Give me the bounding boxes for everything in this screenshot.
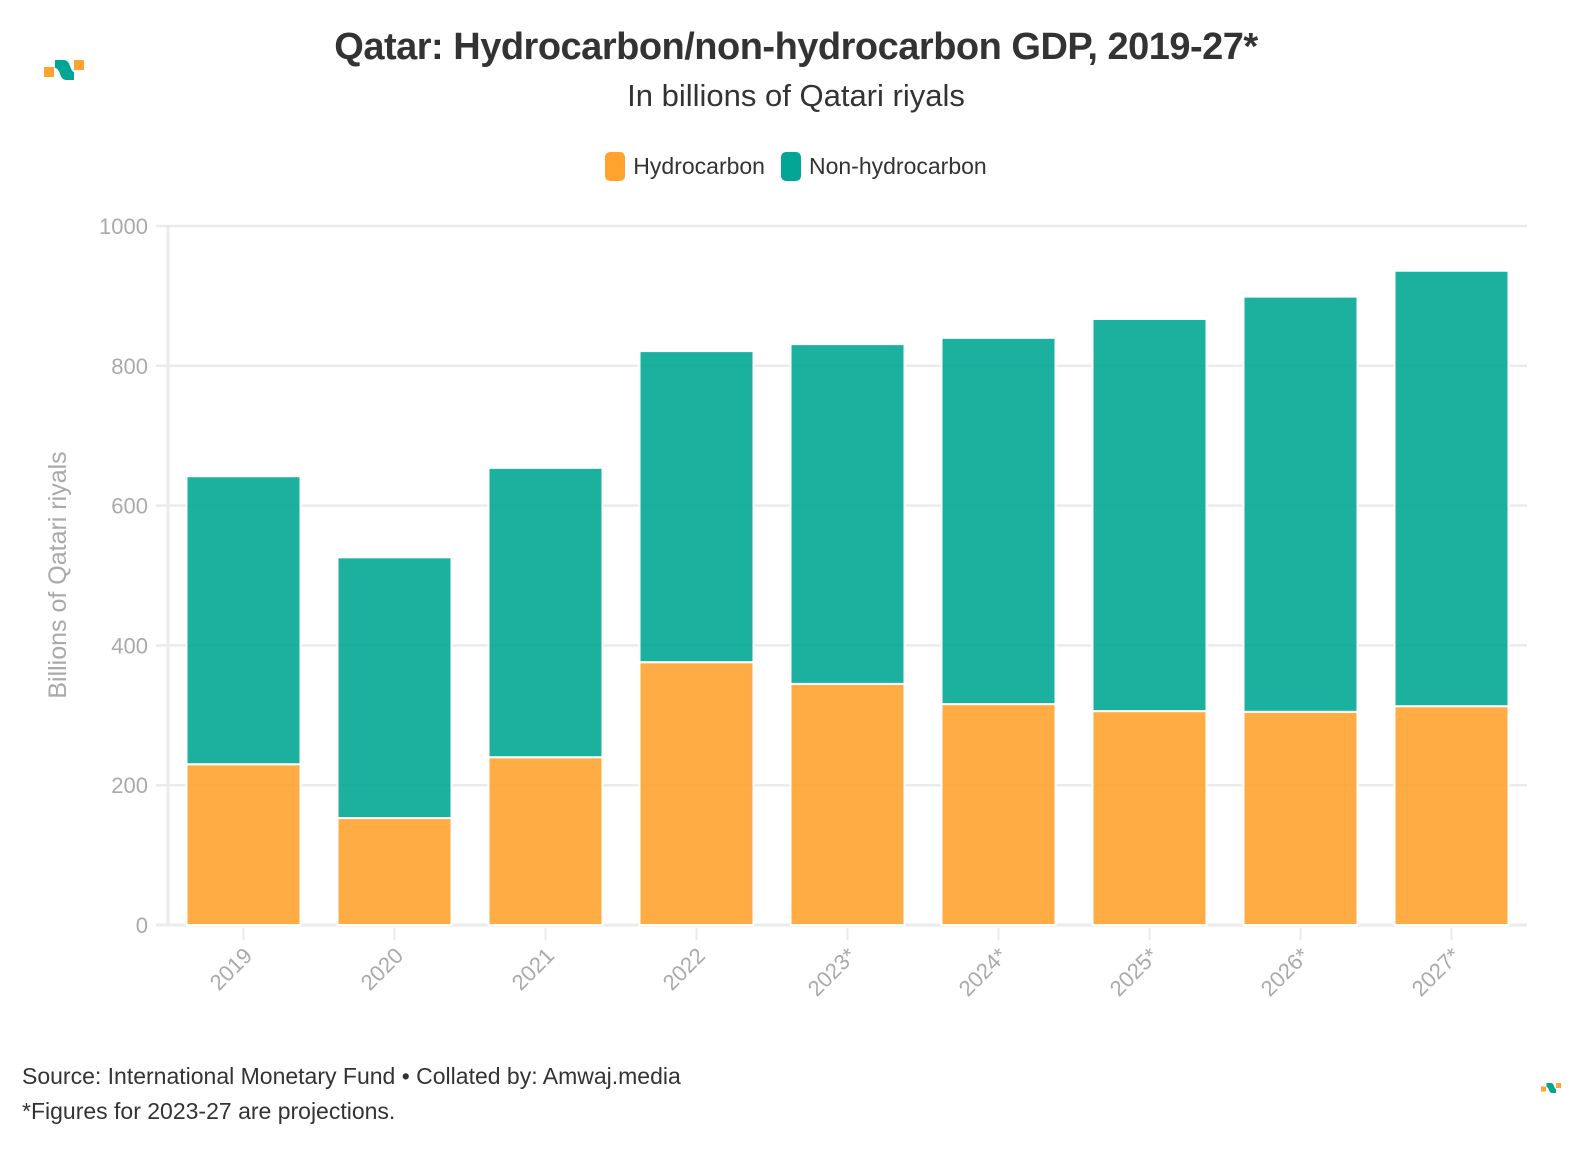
y-axis-title: Billions of Qatari riyals (44, 451, 72, 698)
x-tick-label: 2025* (1105, 943, 1164, 1002)
bar-non-hydrocarbon-2023[interactable] (789, 343, 906, 685)
y-tick-label: 0 (136, 913, 148, 938)
x-tick-label: 2026* (1256, 943, 1315, 1002)
bar-non-hydrocarbon-2026[interactable] (1242, 295, 1359, 713)
x-tick-label: 2019 (205, 943, 257, 995)
bar-hydrocarbon-2021[interactable] (487, 756, 604, 926)
bar-non-hydrocarbon-2027[interactable] (1393, 269, 1510, 708)
x-tick-label: 2021 (507, 943, 559, 995)
bar-hydrocarbon-2019[interactable] (185, 763, 302, 926)
x-tick-label: 2024* (954, 943, 1013, 1002)
legend-swatch-non-hydrocarbon (780, 152, 801, 181)
y-tick-label: 200 (111, 773, 148, 798)
bar-non-hydrocarbon-2022[interactable] (638, 350, 755, 664)
x-tick-label: 2027* (1407, 943, 1466, 1002)
legend: Hydrocarbon Non-hydrocarbon (0, 152, 1592, 181)
bar-hydrocarbon-2023[interactable] (789, 682, 906, 926)
legend-item-hydrocarbon[interactable]: Hydrocarbon (605, 152, 765, 181)
bar-hydrocarbon-2024[interactable] (940, 703, 1057, 927)
x-axis-ticks: 2019 2020 2021 2022 2023* 2024* 2025* 2026* 2027… (205, 928, 1466, 1002)
y-tick-label: 800 (111, 354, 148, 379)
x-tick-label: 2020 (356, 943, 408, 995)
x-tick-label: 2022 (658, 943, 710, 995)
chart-title: Qatar: Hydrocarbon/non-hydrocarbon GDP, … (334, 26, 1258, 68)
y-tick-label: 400 (111, 633, 148, 658)
bar-non-hydrocarbon-2024[interactable] (940, 336, 1057, 706)
legend-label-non-hydrocarbon: Non-hydrocarbon (808, 153, 987, 179)
x-tick-label: 2023* (803, 943, 862, 1002)
bar-hydrocarbon-2020[interactable] (336, 817, 453, 926)
bar-hydrocarbon-2026[interactable] (1242, 710, 1359, 926)
bar-hydrocarbon-2022[interactable] (638, 661, 755, 927)
legend-swatch-hydrocarbon (605, 152, 626, 181)
bar-non-hydrocarbon-2019[interactable] (185, 475, 302, 766)
legend-label-hydrocarbon: Hydrocarbon (633, 153, 765, 179)
bar-hydrocarbon-2027[interactable] (1393, 705, 1510, 927)
amwaj-logo-icon-small (1541, 1083, 1561, 1093)
bar-non-hydrocarbon-2025[interactable] (1091, 317, 1208, 713)
y-axis-ticks: 0 200 400 600 800 1000 (99, 214, 148, 938)
bars (185, 269, 1510, 927)
source-note: Source: International Monetary Fund • Co… (22, 1063, 681, 1089)
legend-item-non-hydrocarbon[interactable]: Non-hydrocarbon (780, 152, 987, 181)
chart-subtitle: In billions of Qatari riyals (627, 78, 965, 113)
bar-non-hydrocarbon-2020[interactable] (336, 556, 453, 820)
amwaj-logo-icon (44, 60, 84, 80)
bar-non-hydrocarbon-2021[interactable] (487, 466, 604, 759)
y-tick-label: 600 (111, 494, 148, 519)
projection-note: *Figures for 2023-27 are projections. (22, 1098, 396, 1124)
y-tick-label: 1000 (99, 214, 148, 239)
bar-hydrocarbon-2025[interactable] (1091, 710, 1208, 927)
